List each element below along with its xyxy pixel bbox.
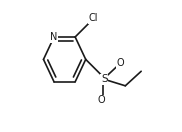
Text: N: N [50,32,58,42]
Text: S: S [101,74,108,84]
Text: O: O [116,58,124,68]
Text: Cl: Cl [89,13,98,23]
Text: O: O [98,95,105,105]
